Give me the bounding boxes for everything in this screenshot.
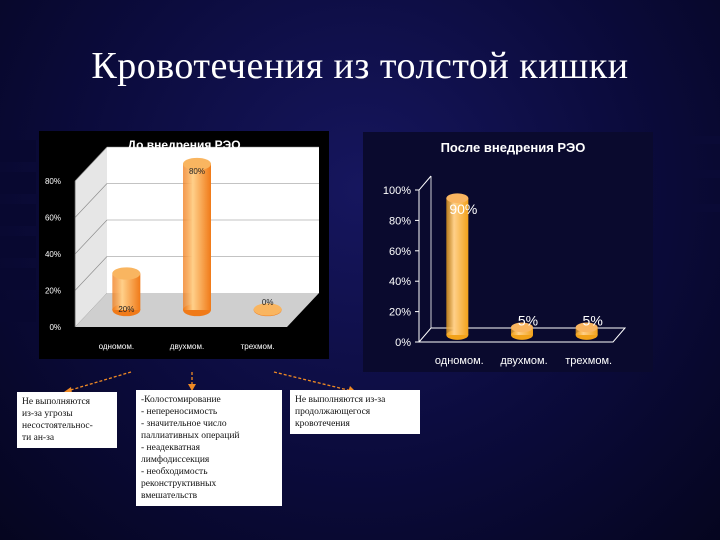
arrowhead-icon — [188, 384, 196, 391]
y-tick-label: 40% — [45, 250, 61, 259]
x-tick-label: одномом. — [99, 342, 134, 351]
note-line: несостоятельнос- — [22, 421, 93, 431]
connector-left — [63, 371, 132, 393]
y-tick-label: 40% — [389, 276, 411, 288]
data-label: 90% — [449, 201, 477, 217]
x-tick-label: двухмом. — [500, 355, 547, 367]
bar-after-2-top — [575, 322, 598, 333]
note-line: ти ан-за — [22, 433, 55, 443]
gridline — [74, 146, 108, 182]
arrowhead-icon — [64, 387, 72, 393]
note-line: - непереносимость — [141, 407, 218, 417]
bar-after-0 — [446, 193, 469, 340]
bar-before-0-top — [112, 267, 141, 280]
bar-after-0-top — [446, 193, 469, 204]
y-tick-label: 20% — [389, 307, 411, 319]
y-tick-label: 60% — [45, 214, 61, 223]
y-tick-label: 80% — [389, 215, 411, 227]
bar-before-1-top — [183, 157, 211, 171]
chart-before-svg: 0% 20% 40% 60% 80% До внедрения РЭО 20% одномом… — [45, 138, 319, 351]
note-line: продолжающегося — [295, 407, 371, 417]
y-tick-label: 0% — [395, 337, 411, 349]
data-label: 80% — [189, 167, 205, 176]
note-line: -Колостомирование — [141, 395, 221, 405]
chart-after: 0% 20% 40% 60% 80% 100% После внедрения РЭО 90%… — [363, 132, 653, 372]
y-tick-label: 100% — [383, 185, 411, 197]
y-tick-label: 60% — [389, 246, 411, 258]
note-line: - значительное число — [141, 419, 227, 429]
data-label: 0% — [262, 298, 274, 307]
decor-stripe — [690, 136, 720, 144]
x-tick-label: трехмом. — [241, 342, 275, 351]
bar-before-1-body — [183, 164, 211, 310]
gridline — [74, 219, 108, 255]
y-tick-label: 20% — [45, 287, 61, 296]
gridline — [74, 256, 108, 291]
decor-stripe — [0, 172, 36, 194]
x-tick-label: двухмом. — [170, 342, 204, 351]
decor-stripe — [0, 204, 36, 226]
decor-stripe — [690, 170, 720, 178]
note-line: Не выполняются из-за — [295, 395, 386, 405]
bar-after-1-top — [511, 322, 533, 333]
decor-stripe — [0, 300, 36, 322]
note-line: реконструктивных — [141, 479, 217, 489]
bar-before-2-top — [253, 303, 282, 316]
bar-before-0 — [112, 267, 141, 317]
y-tick-label: 0% — [49, 323, 61, 332]
note-line: паллиативных операций — [141, 431, 240, 441]
note-line: лимфодиссекция — [141, 455, 210, 465]
x-tick-label: одномом. — [435, 355, 484, 367]
note-line: Не выполняются — [22, 397, 91, 407]
chart-before-title: До внедрения РЭО — [127, 138, 240, 152]
gridline — [74, 183, 108, 218]
bar-after-2 — [575, 322, 598, 340]
bar-before-2 — [253, 303, 282, 317]
x-tick-label: трехмом. — [565, 355, 612, 367]
note-line: - неадекватная — [141, 443, 200, 453]
note-line: из-за угрозы — [22, 409, 73, 419]
note-line: вмешательств — [141, 491, 198, 501]
connector-right — [273, 371, 357, 393]
bar-after-1 — [511, 322, 533, 340]
chart-after-svg: 0% 20% 40% 60% 80% 100% После внедрения РЭО 90%… — [383, 140, 627, 367]
note-middle: -Колостомирование - непереносимость - знач… — [136, 390, 282, 506]
data-label: 5% — [583, 312, 603, 328]
slide-title: Кровотечения из толстой кишки — [91, 45, 629, 87]
plot-floor — [417, 327, 627, 343]
note-right: Не выполняются из-за продолжающегося крово… — [290, 390, 420, 434]
chart-after-title: После внедрения РЭО — [441, 140, 586, 155]
decor-stripe — [0, 268, 36, 290]
chart-before: 0% 20% 40% 60% 80% До внедрения РЭО 20% одномом… — [39, 131, 329, 359]
bar-before-1 — [183, 157, 211, 317]
bar-after-0-body — [446, 198, 469, 335]
decor-stripe — [0, 236, 36, 258]
note-line: - необходимость — [141, 467, 208, 477]
data-label: 5% — [518, 312, 538, 328]
y-tick-label: 80% — [45, 177, 61, 186]
data-label: 20% — [118, 305, 134, 314]
decor-stripe — [0, 140, 36, 162]
note-left: Не выполняются из-за угрозы несостоятельно… — [17, 392, 117, 448]
decor-stripe — [690, 204, 720, 212]
note-line: кровотечения — [295, 419, 350, 429]
